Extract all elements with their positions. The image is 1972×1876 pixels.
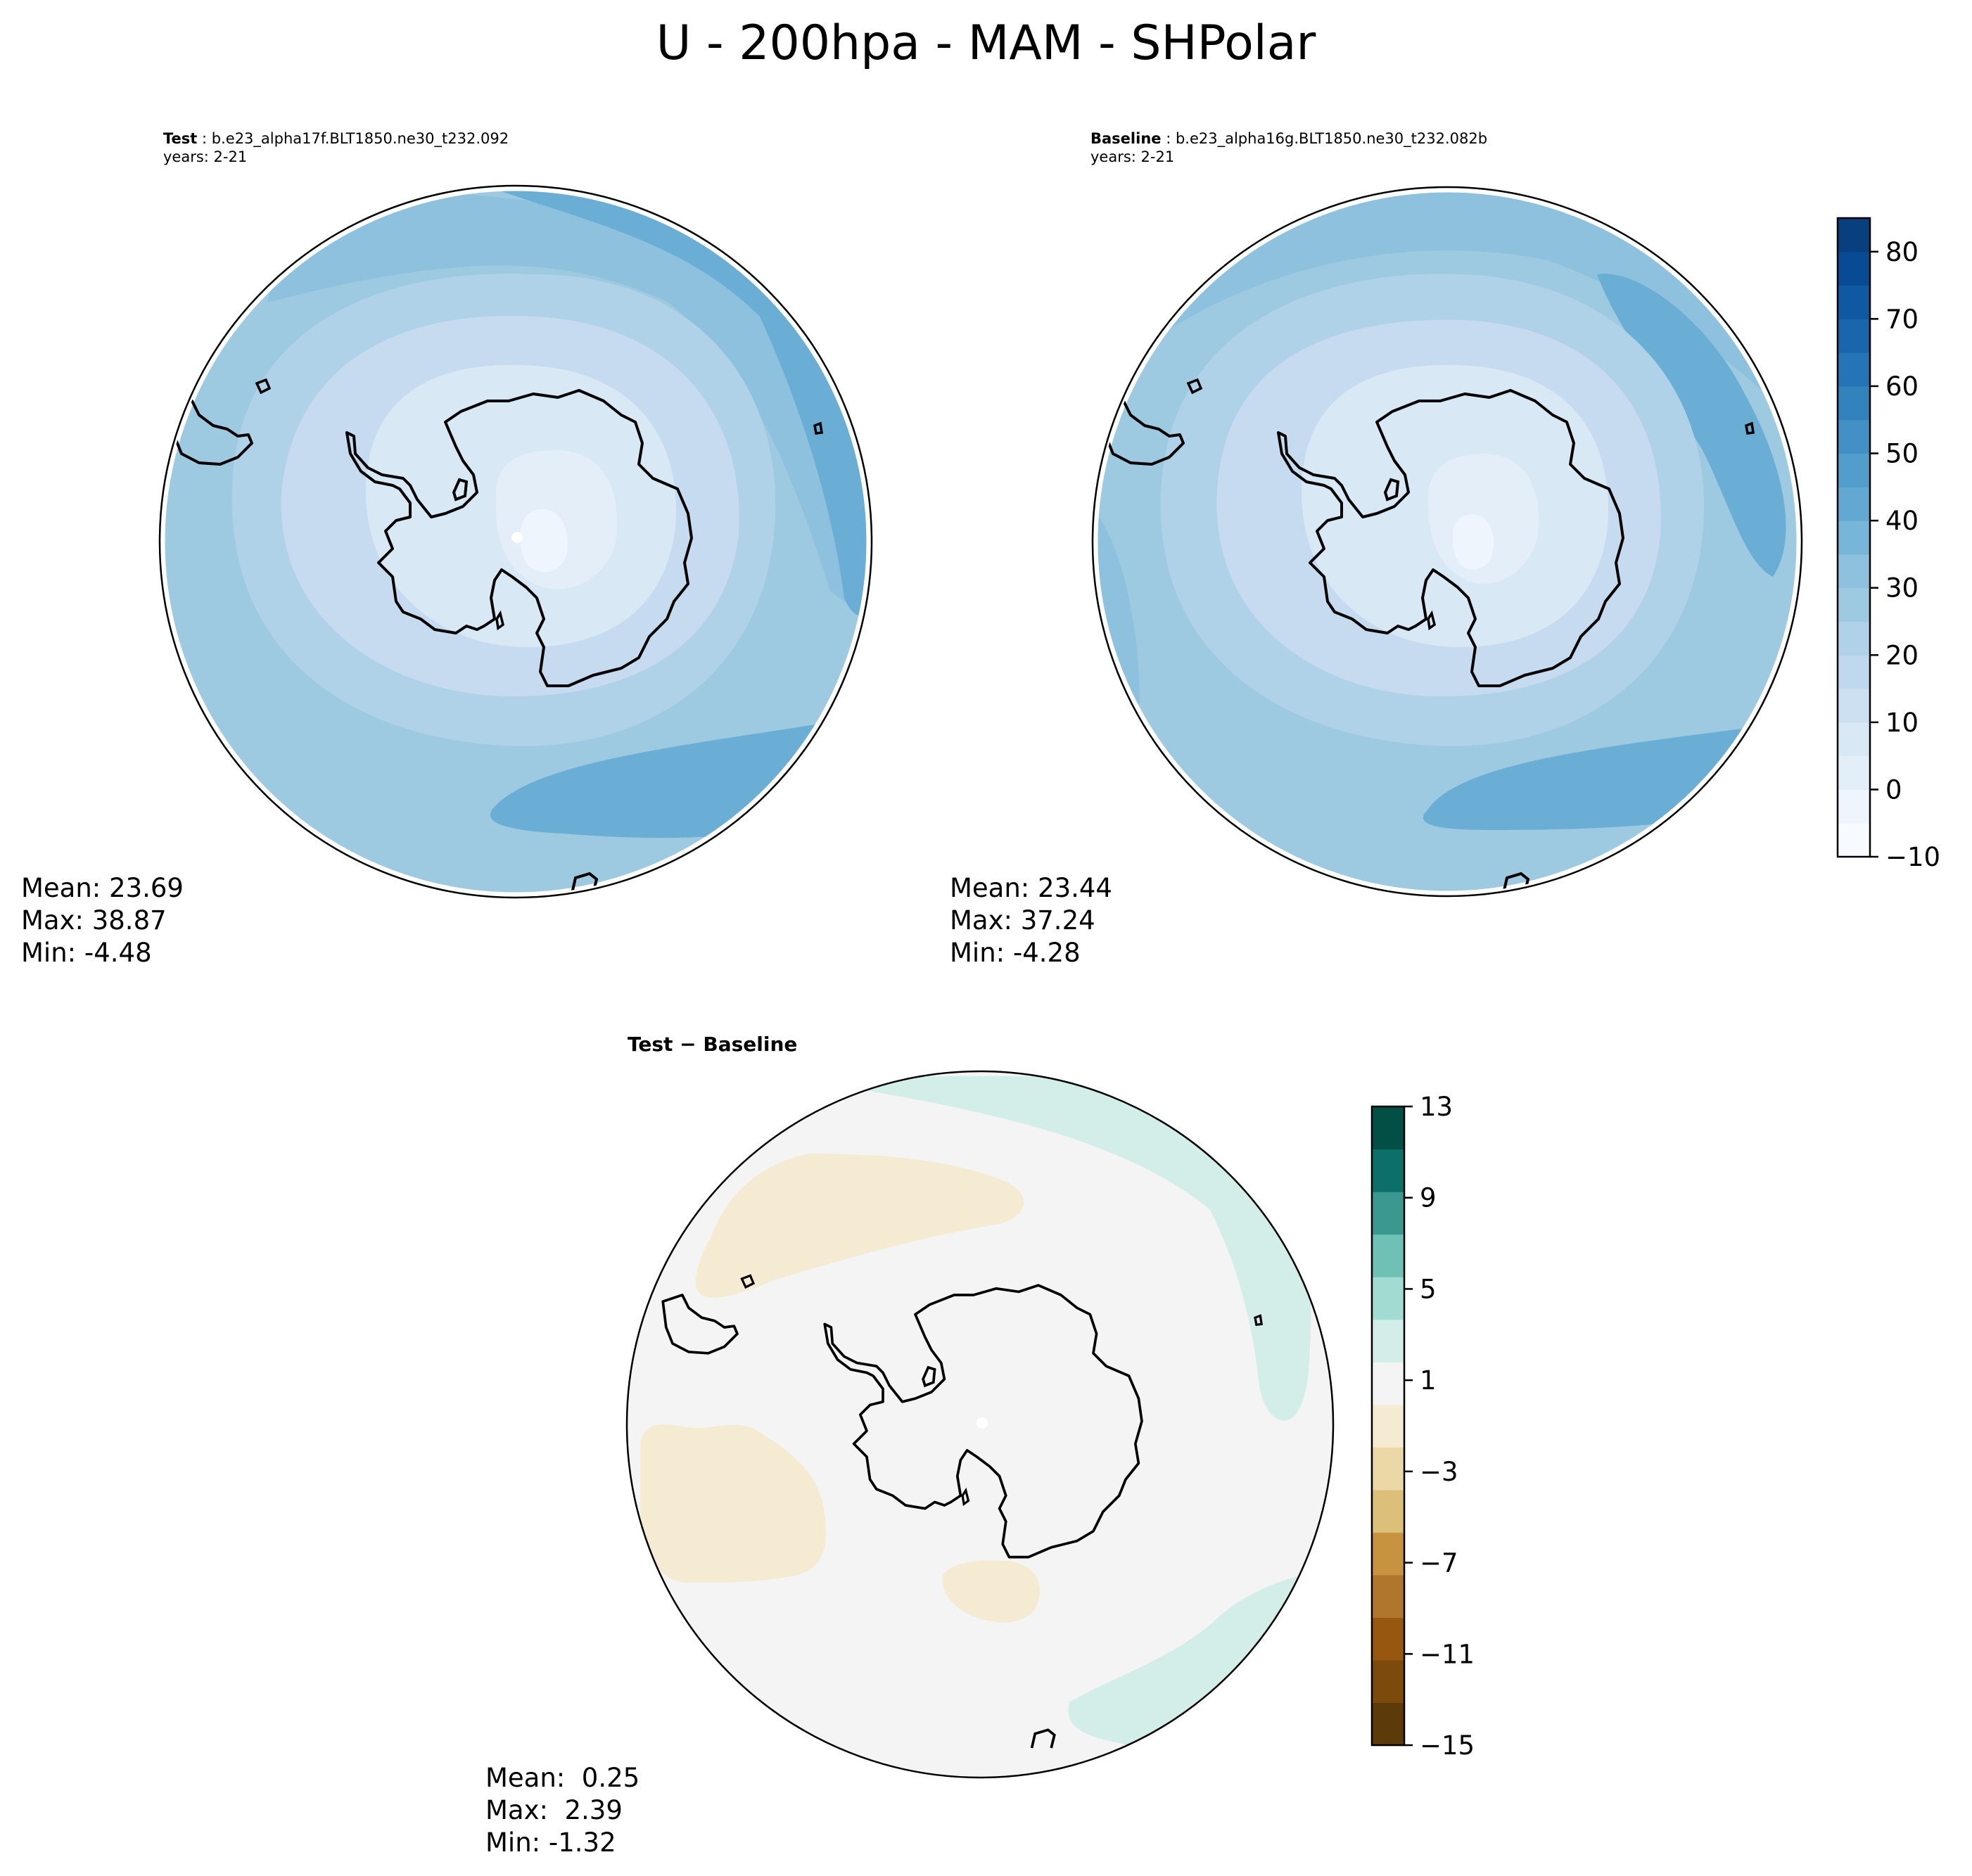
difference-colorbar-segment [1372,1192,1404,1235]
difference-colorbar: 13 9 5 1 −3 −7 −11 −15 [1370,1092,1475,1761]
difference-colorbar-tick-label: −7 [1420,1548,1458,1578]
difference-stats: Mean: 0.25 Max: 2.39 Min: -1.32 [485,1762,640,1859]
field-colorbar-tick-label: 0 [1885,774,1902,805]
field-colorbar-tick-label: 80 [1885,237,1919,267]
difference-panel-title: Test − Baseline [628,1033,798,1056]
difference-colorbar-tick-label: 9 [1420,1183,1437,1213]
difference-colorbar-tick-label: 13 [1420,1092,1453,1122]
baseline-label: Baseline [1090,130,1162,147]
difference-map-boundary [625,1070,1335,1779]
difference-colorbar-segment [1372,1149,1404,1192]
difference-min: Min: -1.32 [485,1827,616,1858]
field-colorbar-tick-label: 10 [1885,708,1919,738]
field-colorbar-segment [1838,251,1870,286]
field-colorbar-segment [1838,587,1870,623]
field-colorbar-frame [1836,217,1871,858]
difference-colorbar-segment [1372,1532,1404,1576]
test-stats: Mean: 23.69 Max: 38.87 Min: -4.48 [21,872,184,969]
test-map-boundary [158,184,873,899]
difference-colorbar-tick-label: 5 [1420,1274,1437,1304]
baseline-min: Min: -4.28 [950,938,1081,968]
difference-colorbar-segment [1372,1617,1404,1661]
test-case-name: b.e23_alpha17f.BLT1850.ne30_t232.092 [211,130,509,147]
test-years: years: 2-21 [163,148,248,165]
difference-max: Max: 2.39 [485,1795,623,1825]
field-colorbar-segment [1838,755,1870,791]
baseline-mean: Mean: 23.44 [950,873,1112,903]
field-colorbar-tick-label: 60 [1885,371,1919,402]
difference-colorbar-segment [1372,1362,1404,1405]
difference-colorbar-segment [1372,1702,1404,1746]
field-colorbar-segment [1838,722,1870,757]
difference-colorbar-tick-label: −3 [1420,1457,1458,1487]
difference-colorbar-segment [1372,1234,1404,1277]
difference-colorbar-segment [1372,1659,1404,1704]
figure-title: U - 200hpa - MAM - SHPolar [656,15,1316,71]
difference-colorbar-tick-label: −15 [1420,1730,1475,1761]
difference-colorbar-frame [1370,1105,1406,1747]
field-colorbar-segment [1838,352,1870,387]
field-colorbar-tick-label: 40 [1885,506,1919,536]
field-colorbar-tick-label: −10 [1885,842,1940,872]
test-max: Max: 38.87 [21,905,167,936]
baseline-map-edge [1093,187,1802,896]
difference-colorbar-segment [1372,1319,1404,1363]
field-colorbar-segment [1838,621,1870,656]
field-colorbar-tick-label: 30 [1885,573,1919,604]
baseline-map-boundary [1091,186,1803,898]
baseline-max: Max: 37.24 [950,905,1095,936]
difference-colorbar-segment [1372,1106,1404,1150]
field-colorbar-segment [1838,218,1870,253]
difference-mean: Mean: 0.25 [485,1763,640,1793]
difference-colorbar-segment [1372,1574,1404,1618]
test-panel-title: Test : b.e23_alpha17f.BLT1850.ne30_t232.… [163,130,509,165]
test-min: Min: -4.48 [21,938,152,968]
baseline-stats: Mean: 23.44 Max: 37.24 Min: -4.28 [950,872,1112,969]
baseline-years: years: 2-21 [1090,148,1175,165]
field-colorbar-segment [1838,655,1870,689]
field-colorbar-tick-label: 20 [1885,640,1919,670]
difference-colorbar-segment [1372,1277,1404,1320]
difference-colorbar-segment [1372,1447,1404,1491]
difference-colorbar-segment [1372,1404,1404,1448]
test-pole-point [511,532,523,543]
difference-polar-map [625,1070,1335,1779]
baseline-case-name: b.e23_alpha16g.BLT1850.ne30_t232.082b [1175,130,1488,147]
field-colorbar-segment [1838,789,1870,824]
difference-colorbar-tick-label: 1 [1420,1365,1437,1396]
field-colorbar-segment [1838,554,1870,589]
baseline-panel-title: Baseline : b.e23_alpha16g.BLT1850.ne30_t… [1090,130,1488,165]
field-colorbar-segment [1838,823,1870,857]
test-polar-map [158,184,873,899]
difference-colorbar-tick-label: −11 [1420,1639,1475,1669]
field-colorbar-segment [1838,689,1870,723]
field-colorbar-tick-label: 50 [1885,439,1919,469]
field-colorbar-segment [1838,285,1870,319]
test-mean: Mean: 23.69 [21,873,184,903]
field-colorbar-segment [1838,319,1870,353]
difference-pole-point [977,1417,988,1429]
test-map-edge [160,186,872,898]
field-colorbar: 80 70 60 50 40 30 20 10 0 −10 [1836,217,1940,872]
baseline-polar-map [1091,186,1803,898]
field-colorbar-segment [1838,453,1870,487]
difference-colorbar-segment [1372,1489,1404,1533]
field-colorbar-segment [1838,419,1870,454]
field-colorbar-tick-label: 70 [1885,304,1919,334]
test-label: Test [163,130,198,147]
field-colorbar-segment [1838,385,1870,421]
field-colorbar-segment [1838,521,1870,555]
field-colorbar-segment [1838,487,1870,521]
